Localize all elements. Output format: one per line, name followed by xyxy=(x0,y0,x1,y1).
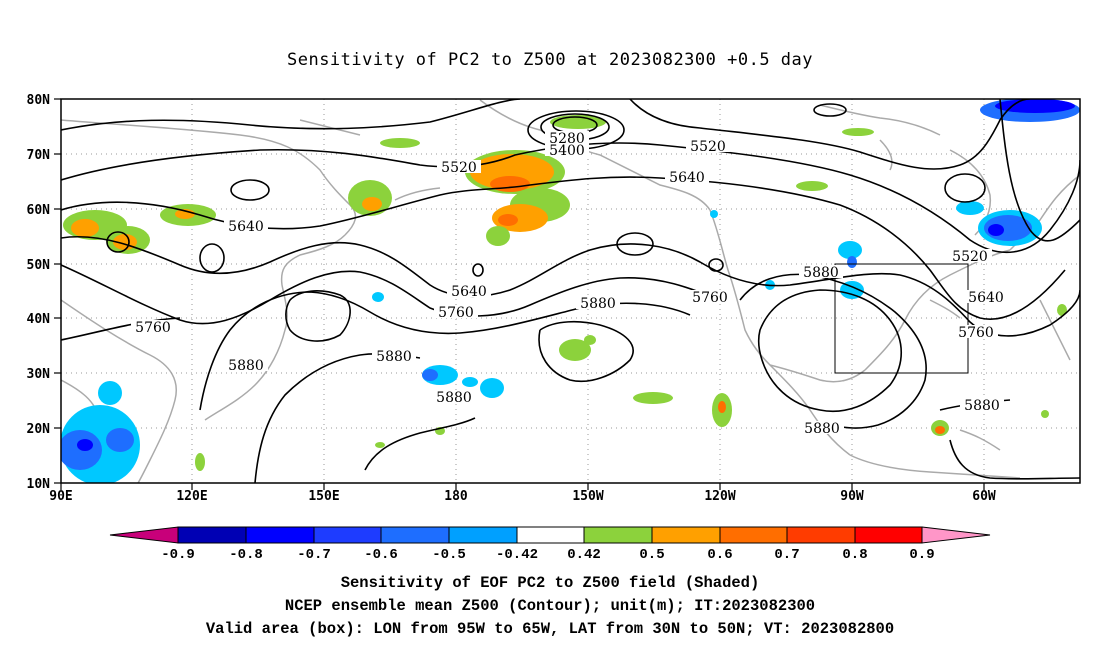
contour-label: 5640 xyxy=(669,170,705,186)
colorbar-tick: 0.8 xyxy=(842,547,867,563)
contour-label: 5880 xyxy=(376,349,412,365)
colorbar-swatch xyxy=(177,526,247,544)
contour-label: 5640 xyxy=(228,219,264,235)
lat-label: 40N xyxy=(27,312,51,327)
colorbar-tick: -0.42 xyxy=(496,547,538,563)
colorbar-swatch xyxy=(786,526,856,544)
lat-label: 30N xyxy=(27,367,51,382)
caption-shading: Sensitivity of EOF PC2 to Z500 field (Sh… xyxy=(340,574,760,592)
colorbar-tick: -0.6 xyxy=(364,547,398,563)
map-frame xyxy=(60,98,1081,484)
lon-label: 180 xyxy=(444,489,468,504)
contour-label: 5880 xyxy=(228,358,264,374)
colorbar-swatch xyxy=(245,526,315,544)
contour-label: 5880 xyxy=(436,390,472,406)
colorbar-swatch xyxy=(313,526,382,544)
colorbar-tick: -0.5 xyxy=(432,547,466,563)
colorbar-swatch xyxy=(854,526,923,544)
colorbar-high-triangle xyxy=(921,526,991,544)
lon-label: 120W xyxy=(704,489,735,504)
lat-label: 60N xyxy=(27,203,51,218)
caption-contour: NCEP ensemble mean Z500 (Contour); unit(… xyxy=(284,597,816,615)
colorbar-swatch xyxy=(719,526,788,544)
longitude-labels: 90E 120E 150E 180 150W 120W 90W 60W xyxy=(49,489,996,504)
lat-label: 10N xyxy=(27,477,51,492)
colorbar-swatch xyxy=(583,526,653,544)
colorbar-tick: 0.6 xyxy=(707,547,732,563)
contour-label: 5640 xyxy=(451,284,487,300)
lon-label: 90W xyxy=(840,489,864,504)
contour-label: 5520 xyxy=(690,139,726,155)
lat-label: 80N xyxy=(27,93,51,108)
contour-label: 5760 xyxy=(135,320,171,336)
contour-label: 5520 xyxy=(952,249,988,265)
lon-label: 150E xyxy=(308,489,339,504)
contour-label: 5400 xyxy=(549,143,585,159)
latitude-labels: 80N 70N 60N 50N 40N 30N 20N 10N xyxy=(27,93,51,492)
plot-title: Sensitivity of PC2 to Z500 at 2023082300… xyxy=(286,50,813,70)
lon-label: 150W xyxy=(572,489,603,504)
contour-label: 5640 xyxy=(968,290,1004,306)
colorbar-tick: 0.42 xyxy=(567,547,601,563)
axis-ticks xyxy=(54,98,985,490)
contour-label: 5520 xyxy=(441,160,477,176)
contour-label: 5760 xyxy=(438,305,474,321)
valid-area-box xyxy=(834,263,969,374)
contour-label: 5760 xyxy=(958,325,994,341)
contour-label: 5880 xyxy=(580,296,616,312)
sensitivity-shading xyxy=(61,99,1080,483)
colorbar-swatch xyxy=(380,526,450,544)
colorbar-tick: 0.7 xyxy=(774,547,799,563)
contour-labels: 5280 5400 5520 5520 5520 5640 5640 5640 … xyxy=(131,131,1008,437)
colorbar-tick: 0.5 xyxy=(639,547,664,563)
caption-valid-area: Valid area (box): LON from 95W to 65W, L… xyxy=(205,620,895,638)
contour-label: 5880 xyxy=(964,398,1000,414)
contour-label: 5760 xyxy=(692,290,728,306)
colorbar-low-triangle xyxy=(109,526,179,544)
lat-label: 70N xyxy=(27,148,51,163)
contour-label: 5880 xyxy=(803,265,839,281)
colorbar-tick: -0.8 xyxy=(229,547,263,563)
lon-label: 90E xyxy=(49,489,72,504)
colorbar-swatch xyxy=(448,526,518,544)
colorbar-tick: 0.9 xyxy=(909,547,934,563)
colorbar-tick: -0.9 xyxy=(161,547,195,563)
lon-label: 120E xyxy=(176,489,207,504)
lat-label: 20N xyxy=(27,422,51,437)
colorbar xyxy=(109,526,991,544)
colorbar-swatch xyxy=(516,526,585,544)
colorbar-swatch xyxy=(651,526,721,544)
lon-label: 60W xyxy=(972,489,996,504)
lat-label: 50N xyxy=(27,258,51,273)
contour-label: 5880 xyxy=(804,421,840,437)
colorbar-tick: -0.7 xyxy=(297,547,331,563)
colorbar-ticks: -0.9 -0.8 -0.7 -0.6 -0.5 -0.42 0.42 0.5 … xyxy=(161,547,934,563)
